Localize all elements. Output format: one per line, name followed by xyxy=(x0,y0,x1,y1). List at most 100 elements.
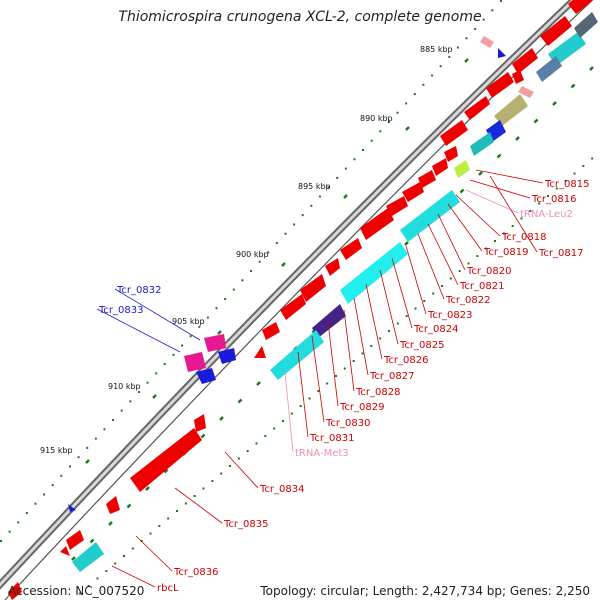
track-dot xyxy=(396,111,399,114)
leader-line xyxy=(417,233,445,300)
track-dot xyxy=(482,18,485,21)
leader-line xyxy=(343,309,355,392)
inner-tick xyxy=(570,83,576,89)
inner-tick xyxy=(219,416,224,421)
track-dot xyxy=(485,247,488,250)
leader-line xyxy=(111,565,156,588)
track-dot xyxy=(301,214,304,217)
leader-line xyxy=(427,223,459,286)
gene-label: Tcr_0823 xyxy=(427,310,472,321)
track-dot xyxy=(96,577,99,580)
track-dot xyxy=(103,428,106,431)
label-leader-lines xyxy=(96,169,544,588)
track-dot xyxy=(264,435,267,437)
gene-label: Tcr_0822 xyxy=(445,295,490,306)
ruler-label: 915 kbp xyxy=(40,446,73,455)
track-dot xyxy=(449,277,452,280)
track-dot xyxy=(502,232,505,235)
track-dot xyxy=(494,240,496,242)
ruler-label: 910 kbp xyxy=(108,382,141,391)
track-dot xyxy=(308,397,311,400)
gene-label: Tcr_0832 xyxy=(116,285,161,296)
leader-line xyxy=(224,451,259,489)
track-dot xyxy=(396,322,399,325)
track-dot xyxy=(78,592,81,595)
track-dot xyxy=(172,353,175,356)
gene-label: Tcr_0818 xyxy=(501,232,546,243)
track-dot xyxy=(167,517,170,520)
gene-label: Tcr_0830 xyxy=(325,418,370,429)
track-dot xyxy=(232,288,235,291)
track-dot xyxy=(112,418,115,421)
ruler-tick xyxy=(343,194,348,199)
track-dot xyxy=(149,532,152,535)
track-dot xyxy=(361,352,364,355)
gene-label: Tcr_0820 xyxy=(466,266,511,277)
track-dot xyxy=(476,255,479,257)
gene-features xyxy=(8,0,598,600)
leader-line xyxy=(379,269,399,345)
track-dot xyxy=(282,420,284,422)
inner-tick xyxy=(163,468,169,474)
track-dot xyxy=(317,390,320,392)
track-dot xyxy=(414,307,417,310)
track-dot xyxy=(189,335,192,338)
leader-line xyxy=(311,335,325,423)
track-dot xyxy=(388,330,390,332)
track-dot xyxy=(422,83,425,86)
track-dot xyxy=(215,307,218,310)
track-dot xyxy=(43,493,46,496)
track-dot xyxy=(511,225,514,227)
track-dot xyxy=(123,555,125,557)
track-dot xyxy=(353,158,356,161)
leader-line xyxy=(114,288,201,341)
leader-line xyxy=(391,257,413,329)
track-dot xyxy=(387,121,390,124)
gene-label: Tcr_0826 xyxy=(383,355,428,366)
track-dot xyxy=(379,337,382,340)
leader-line xyxy=(447,203,483,252)
track-dot xyxy=(362,148,365,151)
track-dot xyxy=(456,46,459,49)
leader-line xyxy=(297,351,309,438)
track-dot xyxy=(0,540,2,542)
inner-tick xyxy=(404,241,409,246)
inner-tick xyxy=(515,136,520,141)
track-dot xyxy=(379,130,382,133)
track-dot xyxy=(34,502,37,505)
track-dot xyxy=(343,367,346,370)
gene-label: Tcr_0834 xyxy=(259,484,304,495)
gene-label: Tcr_0815 xyxy=(544,179,589,190)
topology-label: Topology: circular; Length: 2,427,734 bp… xyxy=(260,584,590,598)
forward-cds-track xyxy=(60,0,594,556)
track-dot xyxy=(87,585,90,587)
leader-line xyxy=(327,321,339,407)
gene-label: Tcr_0819 xyxy=(483,247,528,258)
track-dot xyxy=(529,210,532,212)
track-dot xyxy=(129,400,132,403)
ruler-tick xyxy=(464,58,469,63)
track-dot xyxy=(86,446,89,449)
track-dot xyxy=(413,93,416,96)
accession-label: Accession: NC_007520 xyxy=(8,584,145,598)
inner-tick xyxy=(89,538,95,544)
track-dot xyxy=(344,167,347,170)
inner-tick xyxy=(237,398,243,404)
ruler-label: 895 kbp xyxy=(298,182,331,191)
track-dot xyxy=(299,405,302,407)
leader-line xyxy=(135,535,173,572)
track-dot xyxy=(293,223,296,226)
track-dot xyxy=(241,279,244,282)
track-dot xyxy=(77,456,80,459)
track-dot xyxy=(158,525,161,527)
track-dot xyxy=(458,270,461,272)
gene-label: Tcr_0835 xyxy=(223,519,268,530)
inner-tick xyxy=(552,101,557,106)
track-dot xyxy=(439,65,442,68)
track-dot xyxy=(405,102,408,105)
track-dot xyxy=(591,157,594,160)
track-dot xyxy=(352,360,355,362)
gene-label: Tcr_0817 xyxy=(538,248,583,259)
